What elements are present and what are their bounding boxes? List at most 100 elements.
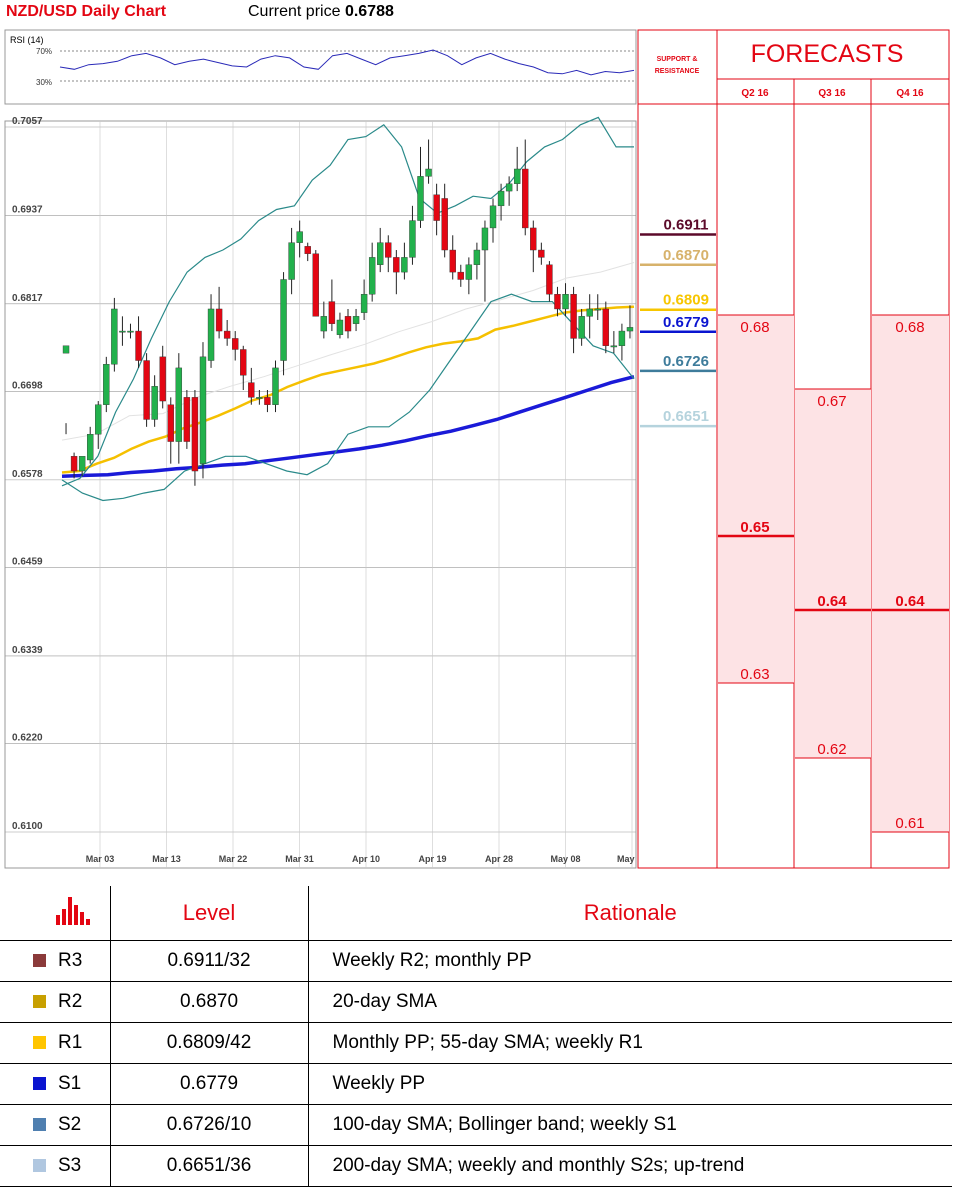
candle-body: [191, 397, 199, 472]
x-tick-label: Apr 10: [352, 854, 380, 864]
candle-body: [425, 168, 432, 177]
candles: [62, 139, 634, 486]
candle-body: [223, 330, 231, 339]
candle-body: [385, 242, 392, 258]
header-level: Level: [110, 886, 309, 941]
candle-body: [449, 249, 456, 273]
candle-body: [167, 404, 174, 442]
sr-level-label: 0.6911: [663, 217, 708, 234]
candle-body: [232, 338, 239, 350]
candle-body: [70, 456, 78, 472]
candle-body: [215, 308, 223, 332]
q3-high: 0.67: [817, 393, 846, 410]
candle-body: [570, 294, 577, 339]
y-tick-label: 0.6459: [12, 557, 43, 568]
candle-body: [610, 345, 618, 348]
level-code-cell: R2: [0, 981, 111, 1023]
candle-body: [296, 231, 303, 243]
level-code: S3: [58, 1154, 82, 1176]
y-axis: 0.7057 0.6937 0.6817 0.6698 0.6578 0.6459 0.63…: [12, 116, 43, 832]
price-panel: [4, 120, 637, 869]
candle-body: [304, 246, 311, 254]
candle-body: [433, 194, 440, 221]
candle-body: [489, 205, 497, 229]
candle-body: [562, 294, 569, 310]
table-row: R1 0.6809/42 Monthly PP; 55-day SMA; weekl…: [0, 1022, 952, 1064]
y-tick-label: 0.6578: [12, 469, 43, 480]
level-rationale: Weekly R2; monthly PP: [308, 940, 952, 982]
forecast-title: FORECASTS: [751, 40, 904, 68]
candle-body: [546, 264, 553, 295]
candle-body: [288, 242, 295, 280]
q2-mid: 0.65: [740, 519, 769, 536]
table-row: S1 0.6779 Weekly PP: [0, 1063, 952, 1105]
level-color-swatch: [33, 953, 46, 967]
candle-body: [240, 349, 247, 376]
candle-body: [336, 319, 344, 335]
candle-body: [344, 316, 352, 332]
candle-body: [409, 220, 416, 258]
candle-body: [127, 330, 134, 333]
series-line-4: [61, 293, 635, 502]
x-tick-label: Apr 28: [485, 854, 513, 864]
candle-body: [111, 308, 118, 365]
candle-body: [417, 176, 424, 221]
q3-low: 0.62: [817, 741, 846, 758]
level-code-cell: R1: [0, 1022, 111, 1064]
candle-body: [328, 301, 336, 324]
level-color-swatch: [33, 1117, 46, 1131]
current-price-label: Current price: [248, 3, 341, 20]
level-code-cell: S2: [0, 1104, 111, 1146]
candle-body: [368, 257, 376, 295]
candle-body: [441, 198, 448, 251]
y-tick-label: 0.6339: [12, 645, 43, 656]
candle-body: [320, 316, 328, 332]
levels-table-body: R3 0.6911/32 Weekly R2; monthly PP R2 0.6870…: [0, 940, 952, 1187]
candle-body: [103, 364, 110, 405]
candle-body: [312, 253, 319, 317]
y-tick-label: 0.6100: [12, 821, 43, 832]
candle-body: [481, 227, 489, 251]
candle-body: [505, 183, 513, 192]
level-color-swatch: [33, 994, 46, 1008]
candle-body: [264, 397, 271, 405]
candle-body: [272, 367, 279, 405]
series-line-0: [61, 305, 635, 474]
candle-body: [586, 308, 593, 317]
q3-mid: 0.64: [817, 593, 847, 610]
x-tick-label: Mar 22: [219, 854, 248, 864]
q2-forecast-band: [718, 315, 794, 683]
sr-level-label: 0.6726: [663, 353, 709, 370]
candle-body: [393, 257, 400, 273]
candle-body: [360, 294, 368, 313]
x-tick-label: Apr 19: [418, 854, 446, 864]
table-row: S2 0.6726/10 100-day SMA; Bollinger band; …: [0, 1104, 952, 1146]
table-row: S3 0.6651/36 200-day SMA; weekly and month…: [0, 1145, 952, 1187]
rsi-line: [59, 49, 635, 76]
rsi-upper-label: 70%: [36, 47, 52, 56]
candle-body: [62, 345, 70, 354]
levels-table-header: Level Rationale: [0, 886, 952, 941]
candle-body: [377, 242, 384, 265]
y-tick-label: 0.6937: [12, 204, 43, 215]
x-axis: Mar 03 Mar 13 Mar 22 Mar 31 Apr 10 Apr 19 Apr …: [86, 854, 647, 864]
sr-column: [637, 29, 718, 869]
level-rationale: Monthly PP; 55-day SMA; weekly R1: [308, 1022, 952, 1064]
candle-body: [457, 271, 464, 280]
candle-body: [352, 316, 360, 324]
level-rationale: 100-day SMA; Bollinger band; weekly S1: [308, 1104, 952, 1146]
y-tick-label: 0.6698: [12, 380, 43, 391]
candle-body: [602, 308, 610, 346]
current-price-value: 0.6788: [344, 3, 394, 20]
candle-body: [151, 386, 158, 420]
level-rationale: Weekly PP: [308, 1063, 952, 1105]
sr-level-label: 0.6809: [663, 292, 709, 309]
level-value: 0.6779: [110, 1063, 309, 1105]
candle-body: [465, 264, 473, 280]
table-row: R3 0.6911/32 Weekly R2; monthly PP: [0, 940, 952, 982]
candle-body: [86, 433, 94, 461]
candle-body: [594, 308, 601, 311]
x-tick-label: Mar 13: [152, 854, 181, 864]
level-color-swatch: [33, 1035, 46, 1049]
candle-body: [256, 397, 263, 399]
